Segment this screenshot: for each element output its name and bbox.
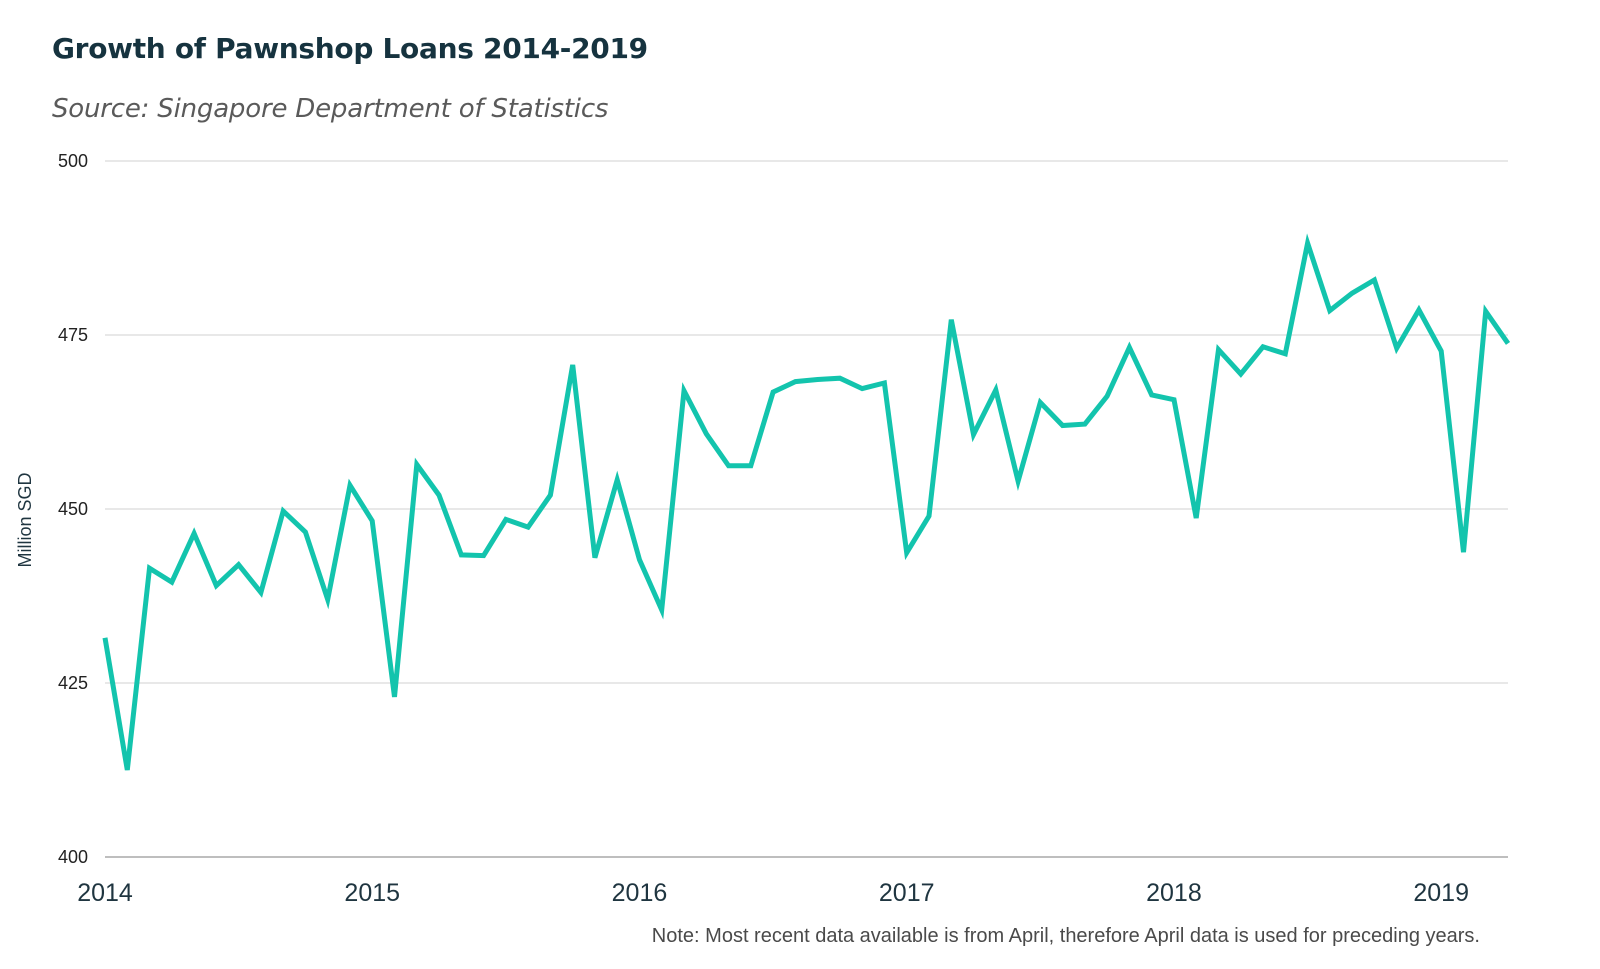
x-tick-label: 2019	[1413, 879, 1469, 907]
y-tick-label: 425	[58, 673, 88, 693]
gridlines	[105, 160, 1508, 858]
y-tick-label: 475	[58, 325, 88, 345]
x-tick-label: 2016	[612, 879, 668, 907]
y-tick-label: 450	[58, 499, 88, 519]
x-axis-ticks: 2014 2015 2016 2017 2018 2019	[77, 879, 1469, 907]
y-tick-label: 400	[58, 847, 88, 867]
x-tick-label: 2015	[344, 879, 400, 907]
series-line	[102, 233, 1511, 771]
y-axis-label: Million SGD	[15, 472, 35, 567]
series-group	[102, 233, 1511, 771]
x-tick-label: 2014	[77, 879, 133, 907]
chart-subtitle: Source: Singapore Department of Statisti…	[52, 94, 609, 124]
footnote: Note: Most recent data available is from…	[651, 925, 1480, 947]
y-tick-label: 500	[58, 151, 88, 171]
chart-title: Growth of Pawnshop Loans 2014-2019	[52, 32, 648, 65]
x-tick-label: 2017	[879, 879, 935, 907]
y-axis-ticks: 400 425 450 475 500	[58, 151, 88, 867]
x-tick-label: 2018	[1146, 879, 1202, 907]
